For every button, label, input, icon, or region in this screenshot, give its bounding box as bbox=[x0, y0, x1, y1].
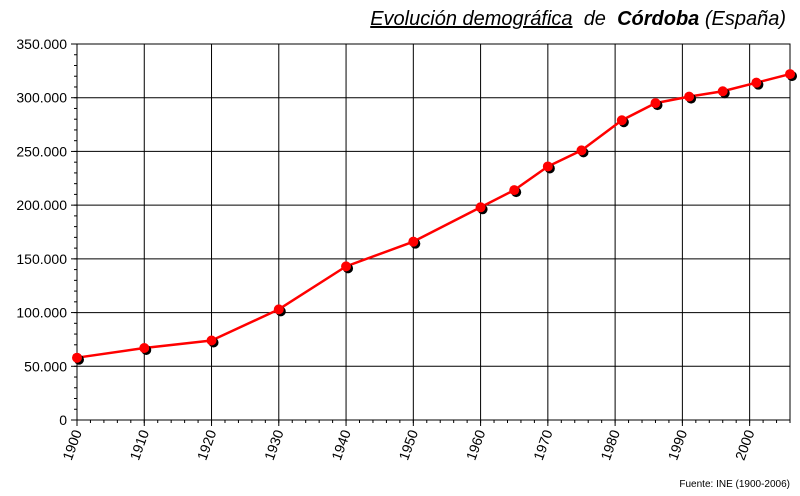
data-point bbox=[408, 236, 419, 247]
y-tick-label: 150.000 bbox=[16, 251, 67, 267]
data-point bbox=[139, 343, 150, 354]
x-tick-label: 1990 bbox=[665, 427, 691, 462]
data-point bbox=[717, 86, 728, 97]
data-point bbox=[72, 352, 82, 363]
x-tick-label: 1950 bbox=[395, 427, 421, 462]
data-point bbox=[206, 335, 217, 346]
x-tick-label: 1970 bbox=[530, 427, 556, 462]
y-tick-label: 100.000 bbox=[16, 305, 67, 321]
y-tick-label: 350.000 bbox=[16, 36, 67, 52]
source-note: Fuente: INE (1900-2006) bbox=[679, 479, 790, 490]
title-part-2: de bbox=[583, 8, 606, 30]
x-tick-label: 1930 bbox=[261, 427, 287, 462]
data-point bbox=[341, 261, 352, 272]
x-tick-label: 1980 bbox=[597, 427, 623, 462]
y-tick-label: 250.000 bbox=[16, 143, 67, 159]
data-point bbox=[509, 185, 520, 196]
x-tick-label: 1920 bbox=[194, 427, 220, 462]
data-point bbox=[684, 91, 695, 102]
x-tick-label: 1910 bbox=[126, 427, 152, 462]
y-tick-label: 50.000 bbox=[24, 358, 67, 374]
data-point bbox=[475, 202, 486, 213]
x-tick-label: 1900 bbox=[59, 427, 85, 462]
x-tick-label: 1960 bbox=[463, 427, 489, 462]
y-tick-label: 0 bbox=[59, 412, 67, 428]
series-line bbox=[76, 72, 791, 359]
x-tick-label: 1940 bbox=[328, 427, 354, 462]
title-part-3: Córdoba bbox=[617, 8, 700, 30]
data-point bbox=[273, 304, 284, 315]
y-tick-label: 200.000 bbox=[16, 197, 67, 213]
data-point bbox=[616, 115, 627, 126]
data-point bbox=[785, 69, 795, 80]
data-point bbox=[650, 98, 661, 109]
data-point bbox=[576, 145, 587, 156]
data-point bbox=[542, 161, 553, 172]
chart-title: Evolución demográfica de Córdoba (España… bbox=[370, 8, 786, 31]
x-tick-label: 2000 bbox=[732, 427, 758, 462]
title-part-4: (España) bbox=[704, 8, 786, 30]
title-part-1: Evolución demográfica bbox=[370, 8, 573, 30]
y-tick-label: 300.000 bbox=[16, 90, 67, 106]
data-point bbox=[751, 77, 762, 88]
